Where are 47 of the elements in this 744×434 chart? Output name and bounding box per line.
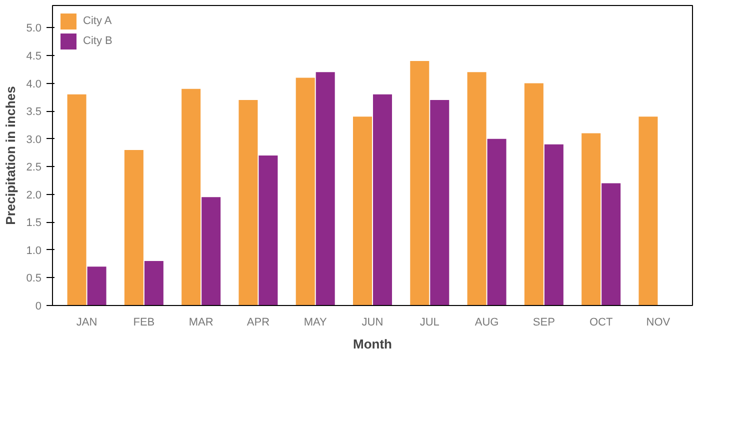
bar	[602, 183, 621, 306]
x-tick-label: FEB	[133, 316, 155, 328]
y-tick-label: 3.0	[26, 134, 42, 146]
y-tick-label: 1.0	[26, 244, 42, 257]
bar	[373, 94, 392, 306]
legend-label: City A	[83, 15, 112, 27]
bar	[544, 144, 564, 306]
bar	[144, 261, 164, 306]
y-tick-label: 2.5	[26, 162, 42, 174]
x-tick-label: MAR	[188, 316, 214, 328]
y-tick-label: 0.5	[26, 272, 42, 285]
bar	[87, 266, 106, 306]
x-tick-label: OCT	[589, 316, 613, 328]
bar	[467, 72, 486, 306]
y-tick-label: 2.0	[26, 189, 42, 202]
x-tick-label: AUG	[474, 316, 499, 328]
legend-label: City B	[83, 35, 112, 47]
bar	[316, 72, 335, 306]
x-tick-label: JUL	[420, 316, 440, 328]
x-tick-label: APR	[246, 316, 270, 328]
bar	[353, 116, 372, 306]
y-tick-label: 5.0	[26, 22, 42, 35]
x-tick-label: SEP	[532, 316, 555, 328]
bar	[124, 150, 144, 306]
bar	[202, 197, 221, 306]
bar	[582, 133, 601, 306]
bar	[182, 88, 201, 306]
x-axis-title: Month	[353, 336, 392, 352]
x-tick-label: JAN	[76, 316, 98, 328]
bar	[524, 83, 544, 306]
bar	[638, 116, 658, 306]
bar	[238, 100, 258, 306]
bar	[487, 138, 506, 306]
y-tick-label: 3.5	[26, 106, 42, 118]
bar	[410, 61, 430, 306]
y-tick-label: 0	[35, 300, 42, 312]
bar	[296, 78, 315, 306]
y-tick-label: 1.5	[26, 217, 42, 230]
x-tick-label: JUN	[362, 316, 384, 328]
x-tick-label: NOV	[646, 316, 671, 328]
y-axis-title: Precipitation in inches	[3, 86, 18, 225]
y-tick-label: 4.5	[26, 50, 42, 62]
y-tick-label: 4.0	[26, 78, 42, 90]
bar	[67, 94, 86, 306]
x-tick-label: MAY	[304, 316, 328, 328]
bar	[258, 156, 278, 306]
bar	[430, 100, 450, 306]
